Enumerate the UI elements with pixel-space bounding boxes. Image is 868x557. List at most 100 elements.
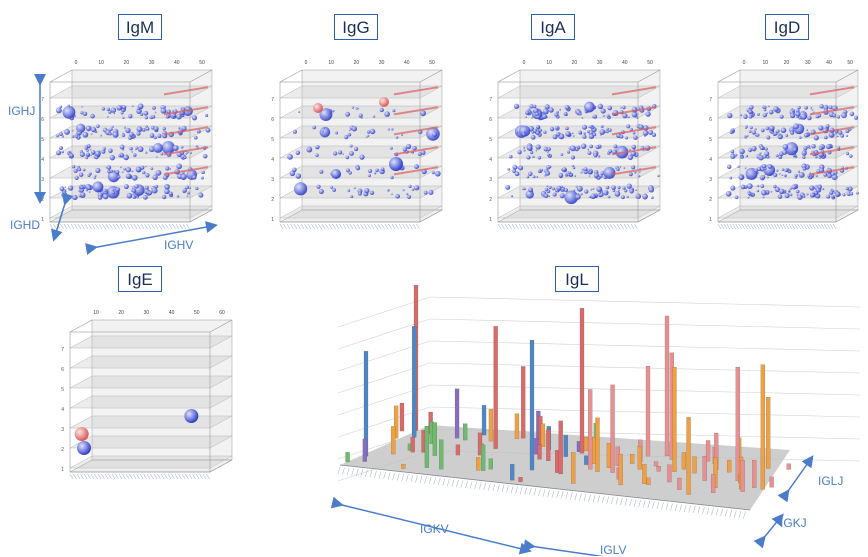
layer-plane	[717, 205, 859, 219]
bar	[481, 444, 486, 471]
data-point	[298, 110, 301, 114]
bar	[518, 477, 523, 482]
data-point	[817, 185, 822, 190]
bar	[488, 409, 494, 442]
data-point	[196, 129, 201, 134]
data-point	[538, 128, 542, 132]
data-point	[622, 105, 626, 110]
data-point	[764, 172, 767, 175]
data-point	[789, 193, 793, 197]
bar	[618, 453, 623, 486]
x-tick	[428, 476, 432, 485]
floor-tick	[76, 473, 81, 480]
y-tick-label: 1	[709, 217, 712, 223]
data-point	[186, 151, 189, 154]
x-tick	[734, 510, 737, 518]
floor-tick	[829, 223, 834, 230]
floor-tick	[122, 473, 126, 480]
data-point	[574, 175, 577, 178]
data-point	[634, 189, 637, 192]
floor-tick	[111, 473, 116, 480]
data-point	[596, 186, 602, 192]
data-point	[540, 168, 544, 172]
data-point	[157, 133, 162, 139]
data-point	[845, 128, 850, 134]
data-point	[802, 167, 807, 171]
data-point	[773, 184, 777, 189]
data-point	[806, 129, 809, 132]
frame-edge	[497, 69, 521, 83]
data-point	[767, 164, 773, 169]
bar	[610, 384, 615, 473]
data-point	[605, 190, 609, 193]
data-point	[61, 135, 65, 138]
data-point	[135, 166, 142, 173]
data-point	[784, 193, 790, 199]
data-point	[570, 155, 575, 160]
data-point	[94, 150, 101, 157]
bar	[362, 438, 367, 462]
bar	[702, 455, 707, 481]
data-point	[565, 126, 569, 131]
x-tick	[624, 498, 628, 506]
x-tick-label: 0	[305, 60, 308, 66]
floor-tick	[616, 223, 621, 230]
data-point	[106, 107, 111, 112]
red-edge	[809, 126, 855, 136]
data-point	[762, 154, 767, 159]
x-tick	[456, 479, 459, 488]
data-point	[776, 129, 780, 133]
data-point	[96, 124, 100, 128]
x-tick	[579, 493, 582, 501]
data-point	[86, 152, 90, 157]
bar	[412, 326, 417, 438]
data-point	[802, 194, 806, 198]
red-edge	[809, 166, 855, 176]
label-iglv: IGLV	[600, 543, 627, 557]
data-point	[587, 150, 592, 155]
data-point	[389, 146, 393, 150]
floor-tick	[826, 223, 831, 230]
data-point	[428, 189, 434, 195]
data-point	[106, 165, 112, 170]
data-point	[581, 116, 584, 119]
bar	[766, 397, 771, 469]
floor-tick	[314, 223, 319, 230]
data-point	[739, 175, 744, 180]
red-edge	[611, 106, 657, 116]
data-point	[526, 144, 533, 151]
frame-edge	[279, 69, 303, 83]
data-point	[405, 143, 412, 150]
layer-plane	[279, 125, 443, 139]
x-tick	[688, 505, 692, 513]
floor-tick	[332, 223, 336, 230]
data-point	[579, 112, 582, 116]
data-point	[811, 143, 816, 149]
bar	[432, 422, 437, 456]
data-point	[583, 167, 588, 172]
data-point	[770, 190, 773, 193]
data-point	[739, 114, 742, 117]
floor-tick	[585, 223, 589, 230]
frame-edge	[419, 69, 443, 83]
data-point	[587, 130, 590, 133]
floor-tick	[160, 473, 165, 480]
x-tick	[697, 506, 701, 514]
data-point	[588, 133, 595, 139]
label-ighj: IGHJ	[8, 104, 36, 118]
floor-tick	[143, 473, 147, 480]
data-point	[58, 132, 63, 137]
data-point	[831, 172, 835, 176]
data-point	[622, 186, 626, 190]
data-point	[90, 150, 96, 155]
data-point	[725, 190, 732, 197]
floor-tick	[384, 223, 389, 230]
x-tick	[383, 471, 386, 480]
data-point	[80, 111, 84, 115]
data-point	[731, 128, 735, 132]
data-point	[794, 176, 797, 180]
wall-grid	[429, 318, 861, 330]
floor-tick	[620, 223, 624, 230]
x-tick	[460, 480, 464, 488]
bar	[752, 460, 757, 488]
